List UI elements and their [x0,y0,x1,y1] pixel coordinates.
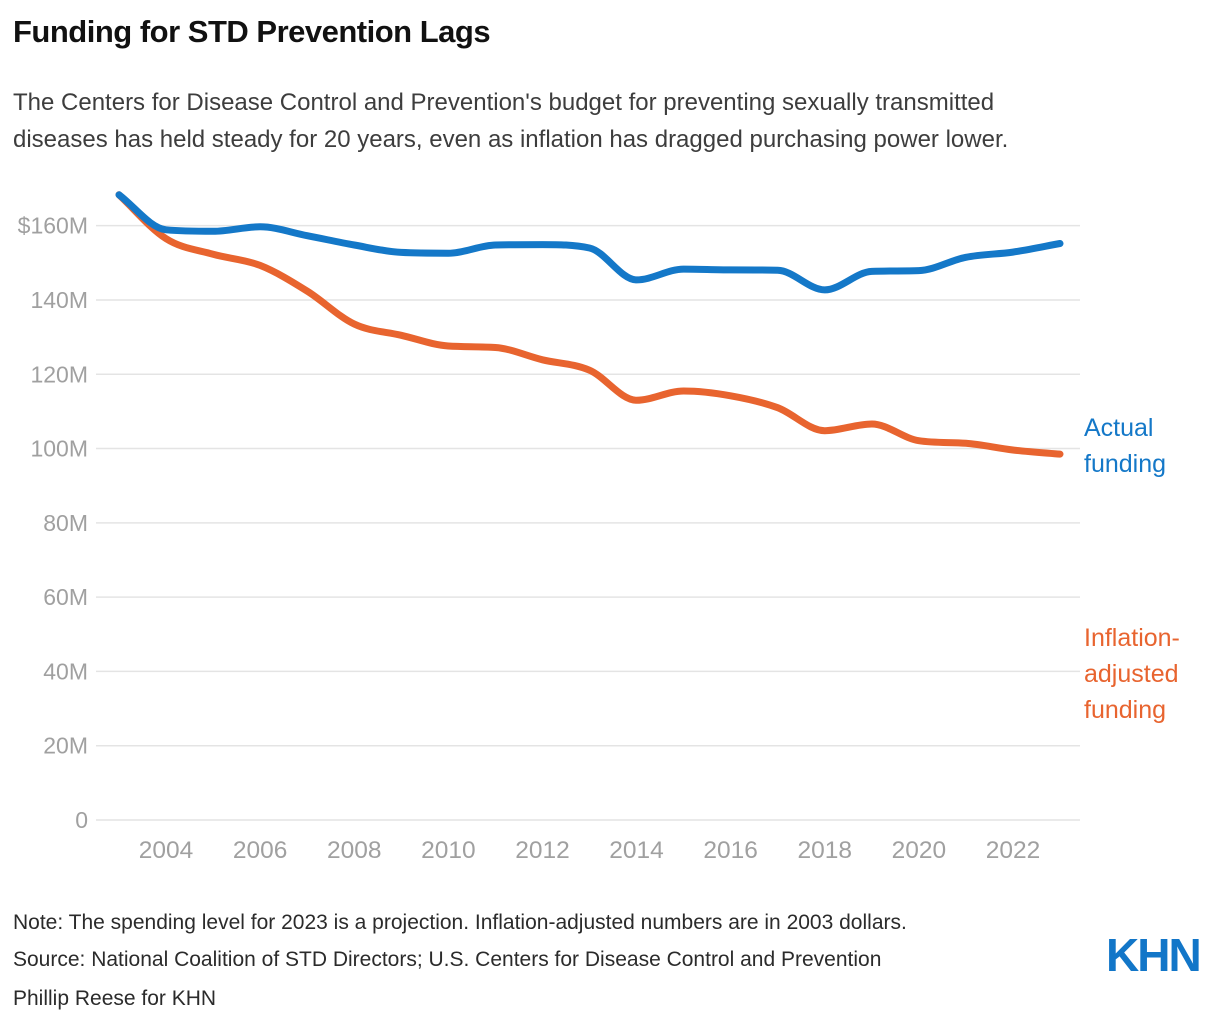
chart-note: Note: The spending level for 2023 is a p… [13,911,907,934]
x-axis-tick-label: 2004 [139,837,194,864]
x-axis-tick-label: 2014 [609,837,664,864]
page-title: Funding for STD Prevention Lags [13,14,491,49]
line-chart: $160M 140M 120M 100M 80M 60M 40M 20M 0 2004 2006 20… [0,170,1220,870]
x-axis-tick-label: 2012 [515,837,570,864]
y-axis-tick-label: 100M [30,436,88,462]
x-axis-tick-label: 2010 [421,837,476,864]
chart-source: Source: National Coalition of STD Direct… [13,948,882,971]
y-axis-tick-label: 60M [43,584,88,610]
x-axis-tick-label: 2022 [986,837,1041,864]
x-axis-tick-label: 2008 [327,837,382,864]
chart-credit: Phillip Reese for KHN [13,987,217,1010]
y-axis-tick-label: 120M [30,361,88,387]
x-axis-tick-label: 2020 [892,837,947,864]
y-axis-tick-label: 40M [43,658,88,684]
chart-subtitle: The Centers for Disease Control and Prev… [13,89,1009,153]
khn-logo: KHN [1106,929,1202,981]
legend-actual-funding: Actual funding [1084,414,1167,478]
x-axis-tick-label: 2018 [797,837,852,864]
x-axis-tick-label: 2016 [703,837,758,864]
y-axis-tick-label: 0 [75,807,88,833]
y-axis-tick-label: $160M [18,213,88,239]
y-axis-tick-label: 140M [30,287,88,313]
y-axis-tick-label: 80M [43,510,88,536]
legend-inflation-adjusted-funding: Inflation-adjusted funding [1084,624,1180,724]
chart-canvas: $160M 140M 120M 100M 80M 60M 40M 20M 0 2004 2006 20… [18,191,1080,864]
inflation-adjusted-funding-line [115,191,1064,458]
x-axis-tick-label: 2006 [233,837,288,864]
y-axis-tick-label: 20M [43,733,88,759]
actual-funding-line [115,191,1064,294]
